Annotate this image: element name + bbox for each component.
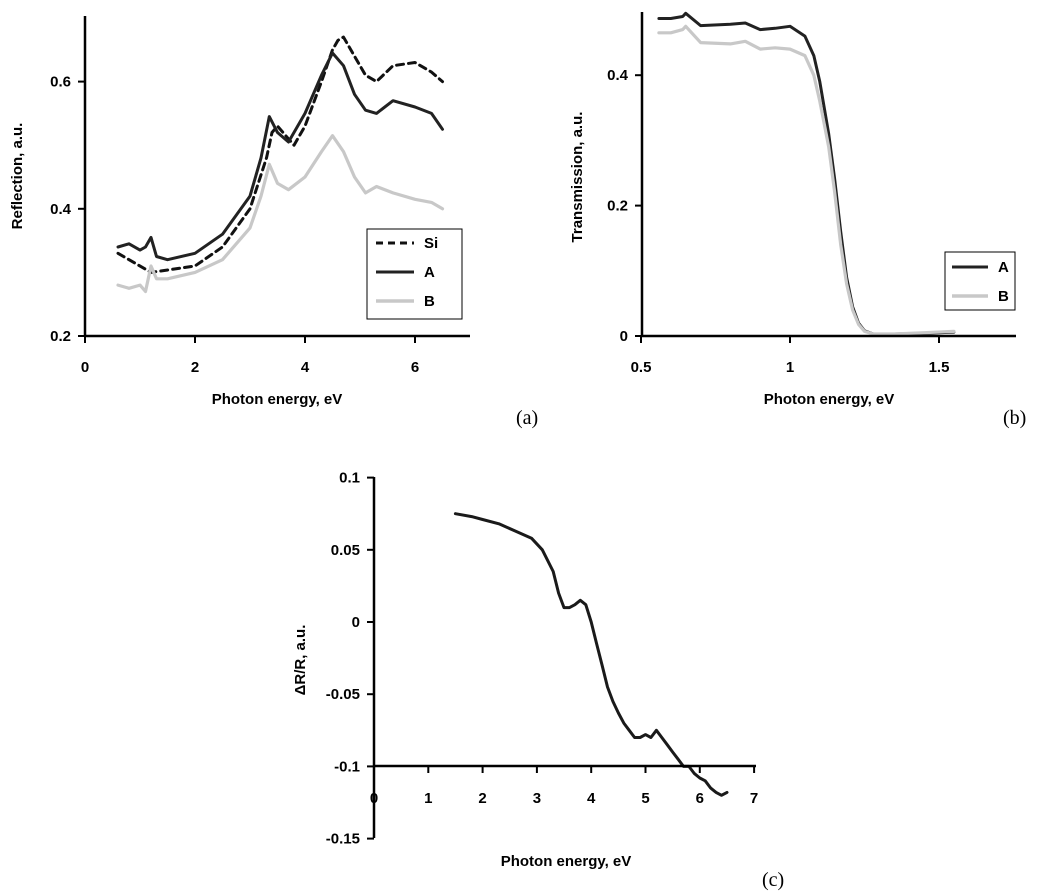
panel-a-x-axis-title: Photon energy, eV: [212, 391, 343, 408]
panel-c-x-tick-label: 7: [750, 790, 758, 807]
panel-a-legend: Si AB: [366, 228, 463, 320]
panel-c-x-tick-label: 0: [370, 790, 378, 807]
panel-a-plot: [116, 35, 445, 294]
panel-b-label: (b): [1003, 407, 1026, 429]
panel-a-series-a: [116, 51, 444, 262]
panel-b-y-tick-label: 0.4: [607, 67, 629, 84]
panel-b-x-axis-title: Photon energy, eV: [764, 391, 895, 408]
panel-b-ticks: 0.5 1 1.5 0 0.2 0.4: [607, 67, 949, 376]
panel-c-series-line: [453, 512, 729, 797]
panel-a-x-tick-label: 2: [191, 359, 199, 376]
panel-b-legend-label-a: A: [998, 259, 1009, 276]
panel-c-plot: [453, 512, 729, 797]
panel-a-legend-label-a: A: [424, 264, 435, 281]
panel-c-x-tick-label: 3: [533, 790, 541, 807]
panel-a-x-tick-label: 4: [301, 359, 310, 376]
panel-c-y-tick-label: 0.1: [339, 470, 360, 487]
panel-c-x-tick-label: 2: [478, 790, 486, 807]
panel-c-ticks: 0 1 2 3 4 5 6 7 -0.15 -0.1 -0.05 0 0.05 0.1: [326, 470, 758, 848]
panel-b-legend: AB: [944, 251, 1016, 311]
panel-c-x-tick-label: 1: [424, 790, 432, 807]
panel-b-legend-box: [944, 251, 1016, 311]
panel-b-x-tick-label: 0.5: [631, 359, 652, 376]
panel-a-y-tick-label: 0.6: [50, 74, 71, 91]
panel-a-legend-label-b: B: [424, 293, 435, 310]
panel-b-legend-label-b: B: [998, 288, 1009, 305]
panel-c-y-tick-label: -0.15: [326, 831, 360, 848]
panel-a-series-si: [116, 35, 444, 274]
panel-b-y-tick-label: 0.2: [607, 198, 628, 215]
panel-b-plot: [657, 11, 956, 336]
panel-b-y-axis-title: Transmission, a.u.: [569, 112, 586, 243]
panel-a: 0 2 4 6 0.2 0.4 0.6 Photon energy, eV Reflecti…: [9, 16, 538, 429]
panel-b-series-b: [657, 24, 956, 336]
panel-c-y-axis-title: ΔR/R, a.u.: [292, 625, 309, 696]
panel-c-y-tick-label: 0.05: [331, 542, 360, 559]
panel-b-x-tick-label: 1.5: [929, 359, 950, 376]
panel-a-y-tick-label: 0.2: [50, 328, 71, 345]
panel-a-series-b: [116, 134, 445, 294]
panel-c: 0 1 2 3 4 5 6 7 -0.15 -0.1 -0.05 0 0.05 0.1 Photon en…: [292, 470, 784, 891]
panel-c-x-tick-label: 5: [641, 790, 649, 807]
panel-a-x-tick-label: 0: [81, 359, 89, 376]
panel-c-x-tick-label: 6: [696, 790, 704, 807]
panel-c-x-tick-label: 4: [587, 790, 596, 807]
panel-a-ticks: 0 2 4 6 0.2 0.4 0.6: [50, 74, 419, 376]
panel-c-label: (c): [762, 869, 784, 891]
panel-a-legend-label-si: Si: [424, 235, 438, 252]
panel-c-y-tick-label: 0: [352, 614, 360, 631]
panel-a-y-axis-title: Reflection, a.u.: [9, 123, 26, 230]
panel-a-y-tick-label: 0.4: [50, 201, 72, 218]
panel-c-x-axis-title: Photon energy, eV: [501, 853, 632, 870]
panel-b-y-tick-label: 0: [620, 328, 628, 345]
panel-a-x-tick-label: 6: [411, 359, 419, 376]
panel-b-x-tick-label: 1: [786, 359, 794, 376]
panel-a-label: (a): [516, 407, 538, 429]
panel-c-y-tick-label: -0.05: [326, 686, 360, 703]
panel-b: 0.5 1 1.5 0 0.2 0.4 Photon energy, eV Transmi…: [569, 11, 1026, 429]
panel-c-y-tick-label: -0.1: [334, 758, 360, 775]
